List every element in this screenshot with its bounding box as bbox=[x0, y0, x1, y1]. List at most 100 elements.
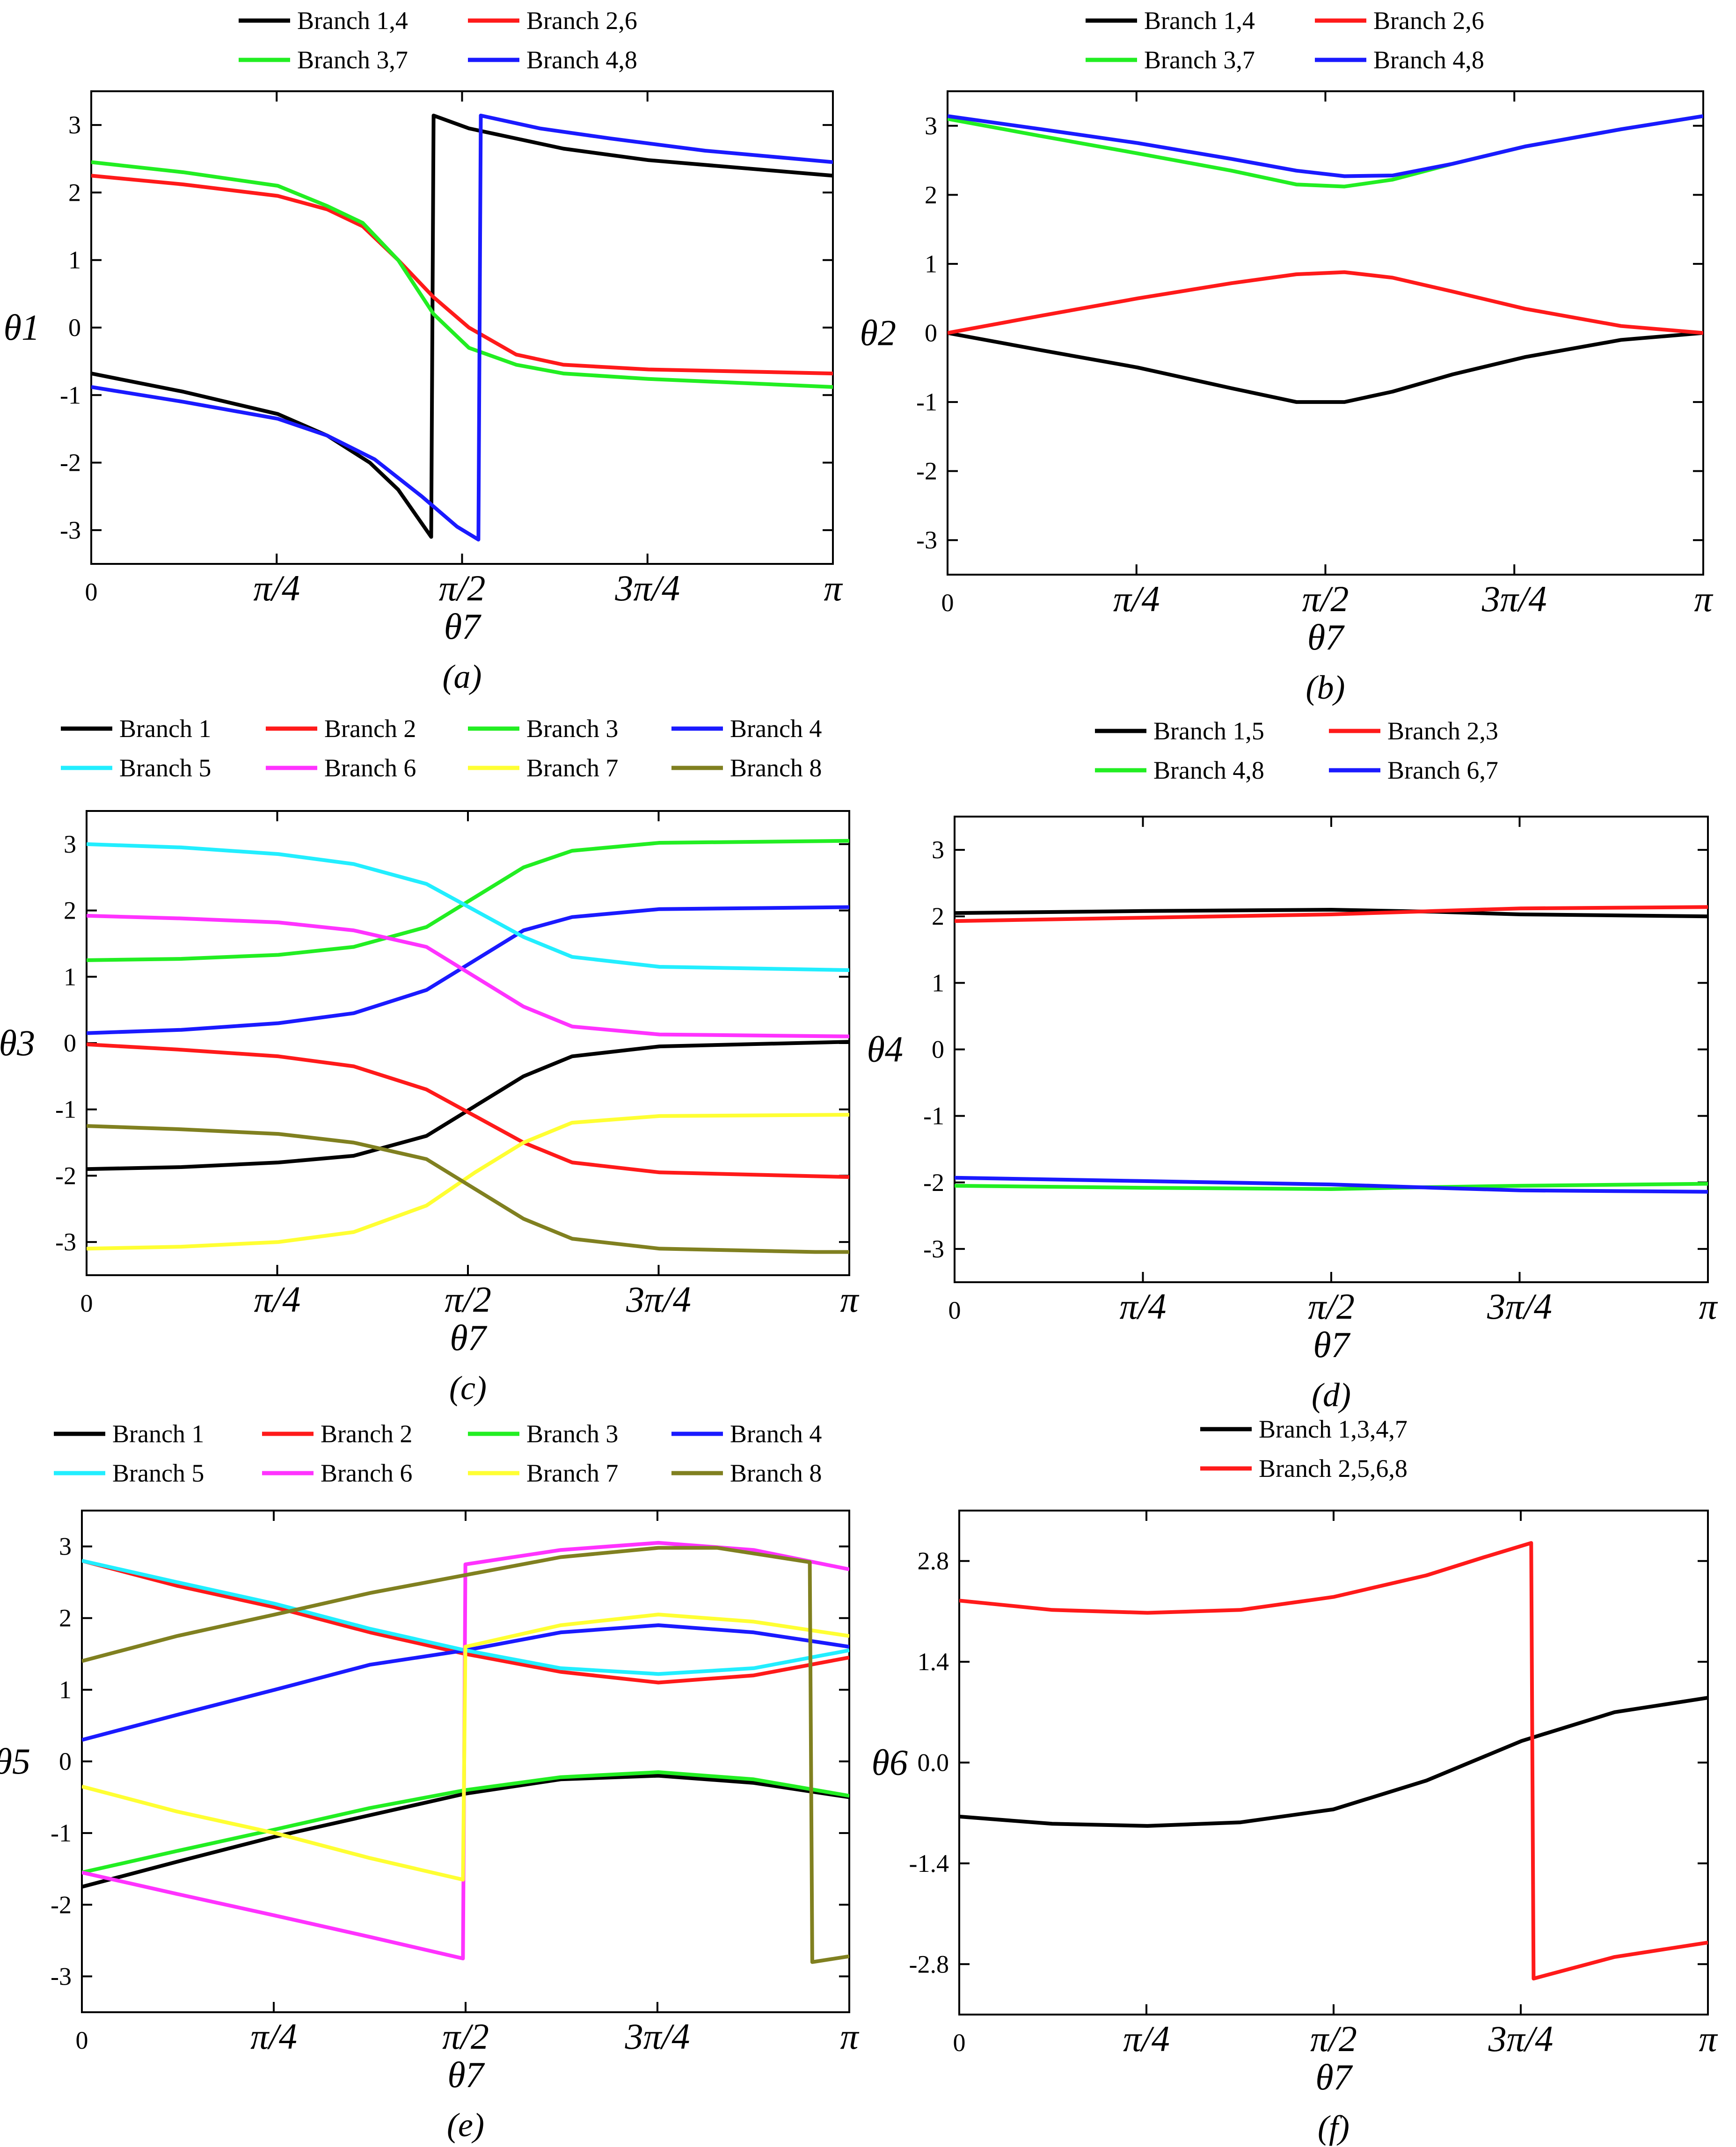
legend-entry: Branch 2 bbox=[324, 715, 416, 743]
plot-frame bbox=[90, 90, 834, 565]
y-tick-label: -2 bbox=[51, 1891, 72, 1919]
x-tick-label: π bbox=[1699, 2018, 1718, 2059]
x-tick-label: π/2 bbox=[439, 568, 486, 608]
y-tick-label: 1 bbox=[925, 250, 937, 278]
x-tick-label: 0 bbox=[80, 1289, 93, 1317]
y-tick-label: 3 bbox=[68, 111, 81, 139]
x-tick-label: π/2 bbox=[1302, 578, 1349, 619]
x-tick-label: π/2 bbox=[445, 1279, 491, 1320]
series-line-branch-1-3-4-7 bbox=[959, 1696, 1708, 1828]
chart-panel-b: -3 -2 -1 0 1 2 3 0 π/4 π/2 3π/4 π θ7 θ2 (b) Branch 1,4 B… bbox=[860, 7, 1714, 706]
series-line-branch-4-8 bbox=[948, 114, 1703, 178]
x-tick-label: 3π/4 bbox=[614, 568, 680, 608]
legend-entry: Branch 5 bbox=[119, 754, 211, 782]
chart-panel-f: -2.8 -1.4 0.0 1.4 2.8 0 π/4 π/2 3π/4 π θ7 θ6 (f) Bran… bbox=[872, 1415, 1718, 2146]
x-tick-label: π bbox=[840, 2016, 859, 2057]
legend-entry: Branch 1 bbox=[119, 715, 211, 743]
chart-panel-e: -3 -2 -1 0 1 2 3 0 π/4 π/2 3π/4 π θ7 θ5 (e) Branch 1 Bra… bbox=[0, 1420, 859, 2144]
y-tick-label: 2.8 bbox=[918, 1547, 949, 1575]
y-tick-label: 1 bbox=[68, 246, 81, 274]
legend-entry: Branch 4,8 bbox=[1153, 756, 1264, 784]
x-tick-label: π/4 bbox=[250, 2016, 297, 2057]
y-tick-label: -1 bbox=[51, 1819, 72, 1847]
y-tick-label: -2 bbox=[923, 1168, 944, 1197]
y-tick-label: 3 bbox=[59, 1533, 72, 1561]
legend-entry: Branch 2,6 bbox=[526, 7, 637, 35]
x-tick-label: π/2 bbox=[1308, 1286, 1355, 1327]
legend-entry: Branch 4,8 bbox=[1373, 46, 1484, 74]
x-tick-label: 0 bbox=[941, 589, 954, 617]
series-line-branch-8 bbox=[82, 1546, 849, 1964]
y-tick-label: 2 bbox=[59, 1604, 72, 1632]
y-axis-label: θ4 bbox=[867, 1029, 903, 1070]
x-axis-label: θ7 bbox=[1315, 2057, 1353, 2097]
y-tick-label: 0 bbox=[925, 319, 937, 347]
series-line-branch-7 bbox=[87, 1113, 849, 1251]
y-tick-label: -3 bbox=[923, 1235, 944, 1263]
y-tick-label: 1 bbox=[932, 969, 944, 997]
legend-entry: Branch 2,5,6,8 bbox=[1259, 1454, 1408, 1482]
x-axis-label: θ7 bbox=[444, 606, 481, 647]
y-axis-label: θ3 bbox=[0, 1022, 35, 1063]
panel-label: (f) bbox=[1318, 2109, 1349, 2146]
chart-panel-a: -3 -2 -1 0 1 2 3 0 π/4 π/2 3π/4 π θ7 θ1 (a) Branch 1,4 B… bbox=[4, 7, 843, 695]
legend-entry: Branch 5 bbox=[112, 1459, 204, 1487]
x-tick-label: π bbox=[824, 568, 843, 608]
y-tick-label: 0 bbox=[64, 1029, 76, 1057]
legend-entry: Branch 3,7 bbox=[1144, 46, 1255, 74]
x-tick-label: π bbox=[840, 1279, 859, 1320]
legend-entry: Branch 4 bbox=[730, 1420, 822, 1448]
series-line-branch-4 bbox=[87, 905, 849, 1035]
x-tick-label: 3π/4 bbox=[1487, 1286, 1552, 1327]
legend-entry: Branch 6 bbox=[324, 754, 416, 782]
plot-frame bbox=[958, 1510, 1709, 2016]
series-line-branch-3-7 bbox=[948, 114, 1703, 189]
y-tick-label: -1 bbox=[55, 1095, 76, 1124]
legend-entry: Branch 7 bbox=[526, 754, 618, 782]
x-tick-label: π/4 bbox=[1120, 1286, 1167, 1327]
y-tick-label: -2.8 bbox=[909, 1950, 949, 1978]
x-tick-label: 3π/4 bbox=[1481, 578, 1547, 619]
legend-entry: Branch 1,5 bbox=[1153, 717, 1264, 745]
legend-entry: Branch 8 bbox=[730, 754, 822, 782]
y-tick-label: -3 bbox=[916, 526, 937, 554]
x-tick-label: 3π/4 bbox=[625, 2016, 690, 2057]
x-tick-label: π/4 bbox=[254, 1279, 301, 1320]
series-line-branch-2-6 bbox=[91, 174, 833, 376]
panel-label: (d) bbox=[1312, 1376, 1351, 1414]
y-tick-label: -2 bbox=[60, 449, 81, 477]
x-axis-label: θ7 bbox=[1313, 1324, 1350, 1365]
y-tick-label: 0 bbox=[59, 1747, 72, 1775]
series-line-branch-6 bbox=[87, 913, 849, 1038]
legend-entry: Branch 1,4 bbox=[297, 7, 408, 35]
plot-frame bbox=[954, 816, 1709, 1283]
legend-entry: Branch 2,6 bbox=[1373, 7, 1484, 35]
series-line-branch-6-7 bbox=[955, 1176, 1708, 1194]
legend-entry: Branch 2 bbox=[321, 1420, 412, 1448]
x-tick-label: π bbox=[1694, 578, 1713, 619]
y-tick-label: 1 bbox=[64, 963, 76, 991]
x-tick-label: 3π/4 bbox=[1488, 2018, 1554, 2059]
series-line-branch-3-7 bbox=[91, 160, 833, 389]
x-tick-label: π bbox=[1699, 1286, 1718, 1327]
x-tick-label: 0 bbox=[85, 578, 98, 606]
legend-entry: Branch 1,4 bbox=[1144, 7, 1255, 35]
legend-entry: Branch 6 bbox=[321, 1459, 412, 1487]
series-line-branch-5 bbox=[87, 842, 849, 972]
legend-entry: Branch 6,7 bbox=[1387, 756, 1498, 784]
x-axis-label: θ7 bbox=[447, 2054, 485, 2095]
y-tick-label: 2 bbox=[925, 181, 937, 209]
y-tick-label: 1.4 bbox=[918, 1648, 949, 1676]
series-line-branch-1 bbox=[87, 1040, 849, 1171]
panel-label: (b) bbox=[1306, 669, 1345, 706]
series-line-branch-4-8 bbox=[955, 1182, 1708, 1191]
legend-entry: Branch 4,8 bbox=[526, 46, 637, 74]
x-tick-label: π/4 bbox=[1113, 578, 1160, 619]
y-tick-label: -2 bbox=[916, 457, 937, 485]
x-tick-label: 0 bbox=[76, 2026, 88, 2054]
series-line-branch-8 bbox=[87, 1124, 849, 1254]
y-tick-label: -1 bbox=[923, 1102, 944, 1130]
x-tick-label: π/4 bbox=[253, 568, 300, 608]
x-tick-label: 3π/4 bbox=[626, 1279, 691, 1320]
series-line-branch-2-6 bbox=[948, 270, 1703, 335]
